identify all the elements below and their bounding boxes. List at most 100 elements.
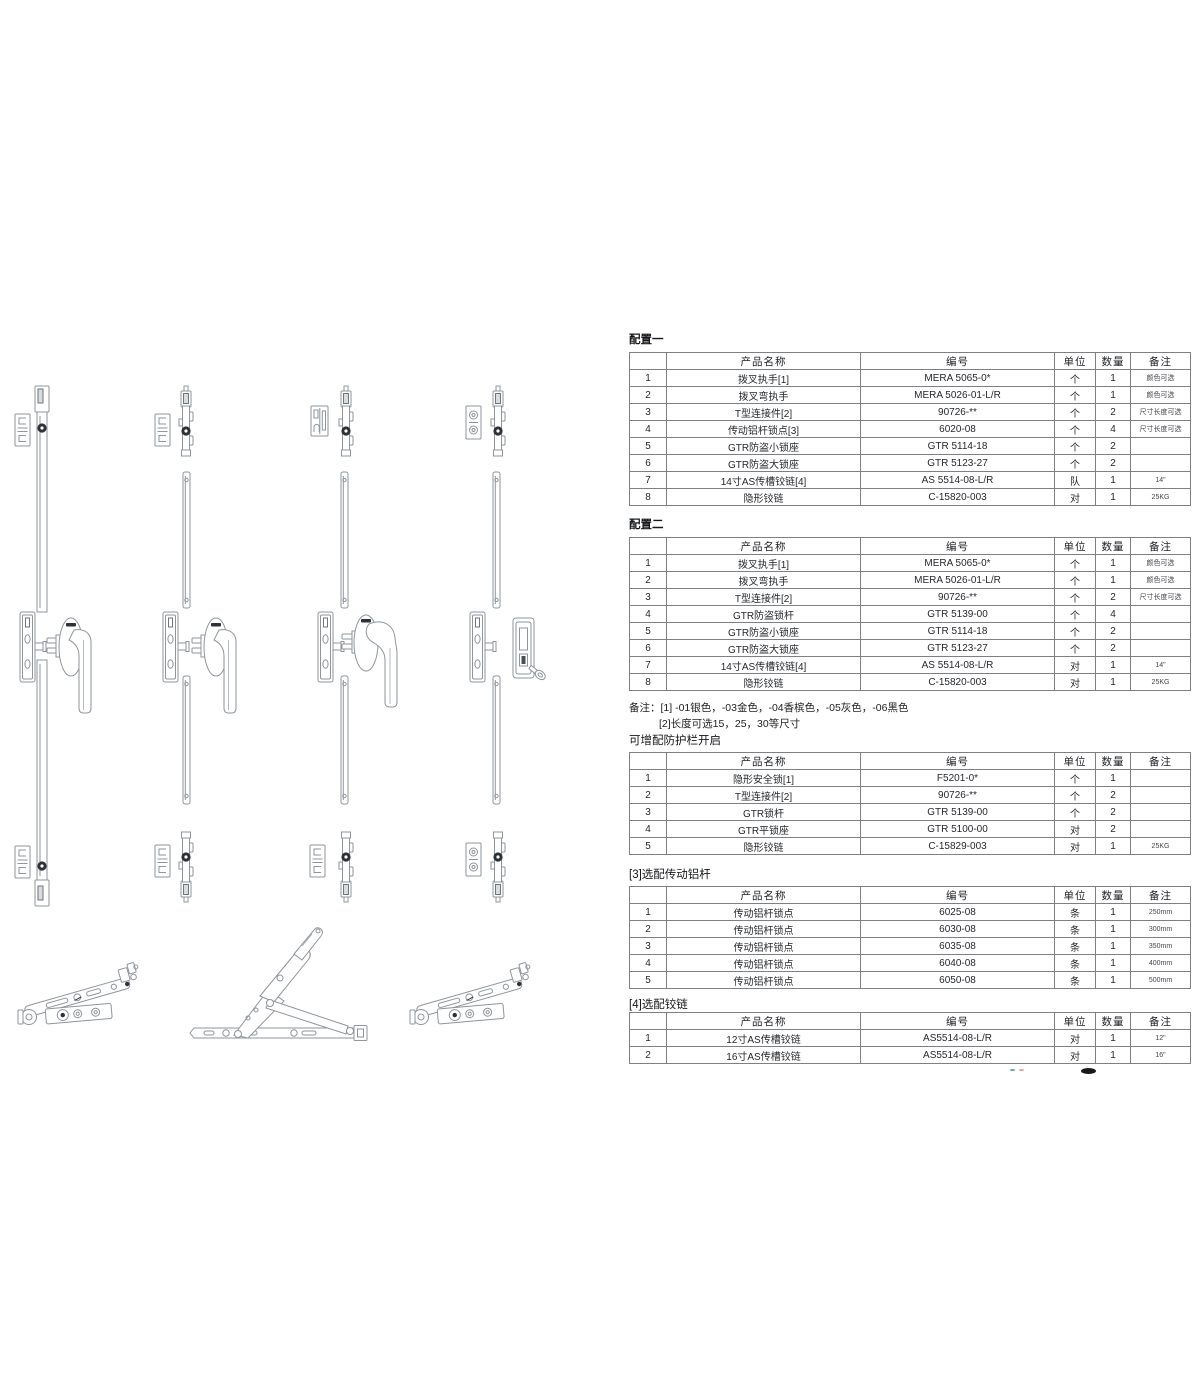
- column-header: 单位: [1054, 886, 1096, 904]
- table-cell: T型连接件[2]: [666, 786, 861, 804]
- table-cell: 2: [629, 571, 667, 589]
- table-row: 3 GTR锁杆 GTR 5139-00 个 2: [629, 803, 1191, 821]
- table-cell: 条: [1054, 954, 1096, 972]
- table-cell: GTR 5114-18: [860, 622, 1055, 640]
- table-cell: 2: [1095, 639, 1131, 657]
- table-cell: 1: [1095, 954, 1131, 972]
- section-title-guardrail: 可增配防护栏开启: [629, 735, 721, 747]
- table-cell: MERA 5026-01-L/R: [860, 571, 1055, 589]
- table-row: 2 拨叉弯执手 MERA 5026-01-L/R 个 1 颜色可选: [629, 571, 1191, 589]
- window-handle-curved: [341, 614, 398, 708]
- drive-rod: [492, 675, 501, 805]
- table-cell: 1: [629, 554, 667, 572]
- table-cell: 1: [1095, 971, 1131, 989]
- table-cell: 拨叉执手[1]: [666, 554, 861, 572]
- lock-rail: [490, 831, 506, 903]
- column-header: 备注: [1130, 886, 1191, 904]
- table-cell: 对: [1054, 820, 1096, 838]
- table-cell: 14": [1130, 471, 1191, 489]
- espagnolette-long-bar-lower: [34, 659, 50, 907]
- table-cell: GTR 5123-27: [860, 454, 1055, 472]
- hardware-diagram: [14, 385, 548, 1041]
- table-cell: 25KG: [1130, 673, 1191, 691]
- column-header: 数量: [1095, 537, 1131, 555]
- column-header: 数量: [1095, 886, 1131, 904]
- table-cell: GTR 5139-00: [860, 605, 1055, 623]
- table-cell: 拨叉弯执手: [666, 386, 861, 404]
- drive-rod: [182, 675, 191, 805]
- table-cell: 6040-08: [860, 954, 1055, 972]
- espagnolette-long-bar: [34, 385, 50, 613]
- connector-plate: [317, 611, 345, 683]
- table-cell: 4: [629, 820, 667, 838]
- table-row: 3 T型连接件[2] 90726-** 个 2 尺寸长度可选: [629, 403, 1191, 421]
- table-cell: 条: [1054, 903, 1096, 921]
- table-cell: 6030-08: [860, 920, 1055, 938]
- table-cell: 300mm: [1130, 920, 1191, 938]
- friction-stay-closed: [17, 961, 143, 1025]
- table-cell: 1: [1095, 673, 1131, 691]
- config2-table: 产品名称 编号 单位 数量 备注 1 拨叉执手[1] MERA 5065-0* 个 1 颜色可选 2 拨…: [629, 537, 1191, 691]
- table-row: 6 GTR防盗大锁座 GTR 5123-27 个 2: [629, 454, 1191, 472]
- table-cell: 5: [629, 837, 667, 855]
- table-cell: 1: [629, 1029, 667, 1047]
- table-cell: 2: [629, 920, 667, 938]
- column-header: 单位: [1054, 352, 1096, 370]
- table-cell: 拨叉执手[1]: [666, 369, 861, 387]
- table-cell: 5: [629, 971, 667, 989]
- hinge-options-table: 产品名称 编号 单位 数量 备注 1 12寸AS传槽铰链 AS5514-08-L/R 对 1 12"…: [629, 1012, 1191, 1064]
- table-cell: 个: [1054, 769, 1096, 787]
- table-cell: 传动铝杆锁点: [666, 937, 861, 955]
- lock-rail: [178, 831, 194, 903]
- exploded-assembly-1: [14, 385, 92, 907]
- section-title-drive-rod-options: [3]选配传动铝杆: [629, 869, 711, 881]
- table-cell: 6: [629, 454, 667, 472]
- lock-rail: [338, 385, 354, 457]
- table-cell: 2: [1095, 403, 1131, 421]
- column-header: [629, 537, 667, 555]
- table-row: 8 隐形铰链 C-15820-003 对 1 25KG: [629, 488, 1191, 506]
- table-cell: 颜色可选: [1130, 369, 1191, 387]
- table-cell: 1: [1095, 769, 1131, 787]
- table-cell: GTR防盗小锁座: [666, 622, 861, 640]
- table-cell: 1: [1095, 571, 1131, 589]
- column-header: 产品名称: [666, 886, 861, 904]
- table-cell: 个: [1054, 622, 1096, 640]
- table-cell: 1: [1095, 1029, 1131, 1047]
- table-cell: [1130, 786, 1191, 804]
- table-cell: 个: [1054, 386, 1096, 404]
- table-cell: 6025-08: [860, 903, 1055, 921]
- table-cell: AS5514-08-L/R: [860, 1046, 1055, 1064]
- concealed-safety-lock: [512, 617, 548, 683]
- table-cell: 尺寸长度可选: [1130, 420, 1191, 438]
- table-cell: 7: [629, 656, 667, 674]
- table-cell: 个: [1054, 420, 1096, 438]
- table-cell: 个: [1054, 554, 1096, 572]
- table-cell: GTR防盗小锁座: [666, 437, 861, 455]
- connector-plate: [469, 611, 497, 683]
- guardrail-table: 产品名称 编号 单位 数量 备注 1 隐形安全锁[1] F5201-0* 个 1 2 T型连接件[2]…: [629, 752, 1191, 855]
- table-cell: 2: [1095, 786, 1131, 804]
- table-cell: 3: [629, 403, 667, 421]
- table-cell: [1130, 454, 1191, 472]
- table-cell: 1: [1095, 369, 1131, 387]
- table-cell: GTR锁杆: [666, 803, 861, 821]
- table-cell: 个: [1054, 803, 1096, 821]
- table-cell: 8: [629, 488, 667, 506]
- table-cell: 2: [629, 386, 667, 404]
- column-header: 编号: [860, 1012, 1055, 1030]
- table-cell: 5: [629, 437, 667, 455]
- table-cell: [1130, 803, 1191, 821]
- table-cell: 14": [1130, 656, 1191, 674]
- table-cell: 4: [629, 954, 667, 972]
- table-cell: 对: [1054, 656, 1096, 674]
- column-header: [629, 352, 667, 370]
- table-row: 6 GTR防盗大锁座 GTR 5123-27 个 2: [629, 639, 1191, 657]
- table-row: 5 隐形铰链 C-15829-003 对 1 25KG: [629, 837, 1191, 855]
- table-row: 2 传动铝杆锁点 6030-08 条 1 300mm: [629, 920, 1191, 938]
- table-cell: 1: [1095, 920, 1131, 938]
- table-cell: 14寸AS传槽铰链[4]: [666, 471, 861, 489]
- table-cell: 对: [1054, 673, 1096, 691]
- table-cell: [1130, 769, 1191, 787]
